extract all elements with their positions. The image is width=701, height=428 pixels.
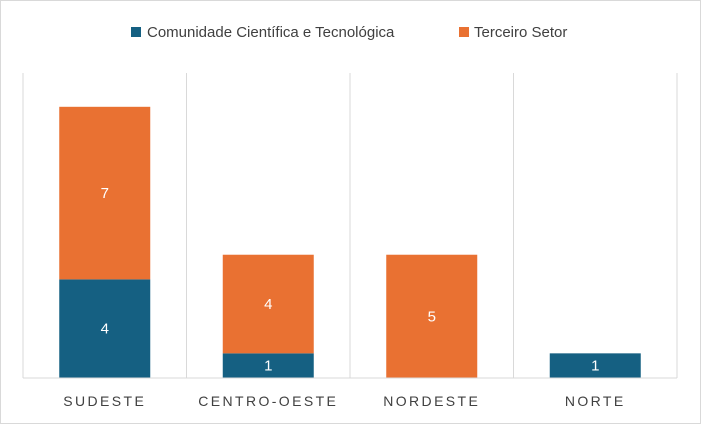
category-label-norte: NORTE [565, 393, 626, 409]
bar-centro-oeste-series-1 [222, 353, 314, 378]
category-label-sudeste: SUDESTE [63, 393, 146, 409]
legend-label-2: Terceiro Setor [474, 24, 567, 41]
legend: Comunidade Científica e Tecnológica Terce… [131, 24, 567, 41]
data-label-centro-oeste-series-1: 1 [264, 358, 272, 375]
bars [59, 106, 641, 378]
category-label-nordeste: NORDESTE [383, 393, 480, 409]
legend-swatch-2 [459, 27, 469, 37]
bar-nordeste-series-2 [386, 254, 478, 378]
data-label-centro-oeste-series-2: 4 [264, 296, 272, 313]
data-labels: 4 7 1 4 5 1 [101, 185, 600, 375]
category-labels: SUDESTE CENTRO-OESTE NORDESTE NORTE [63, 393, 626, 409]
data-label-sudeste-series-1: 4 [101, 321, 109, 338]
bar-centro-oeste-series-2 [222, 254, 314, 354]
data-label-sudeste-series-2: 7 [101, 185, 109, 202]
category-gridlines [22, 73, 678, 378]
bar-sudeste-series-1 [59, 279, 151, 378]
legend-label-1: Comunidade Científica e Tecnológica [147, 24, 395, 41]
category-label-centro-oeste: CENTRO-OESTE [198, 393, 338, 409]
data-label-nordeste-series-2: 5 [428, 308, 436, 325]
bar-norte-series-1 [549, 353, 641, 378]
legend-swatch-1 [131, 27, 141, 37]
data-label-norte-series-1: 1 [591, 358, 599, 375]
bar-sudeste-series-2 [59, 106, 151, 280]
